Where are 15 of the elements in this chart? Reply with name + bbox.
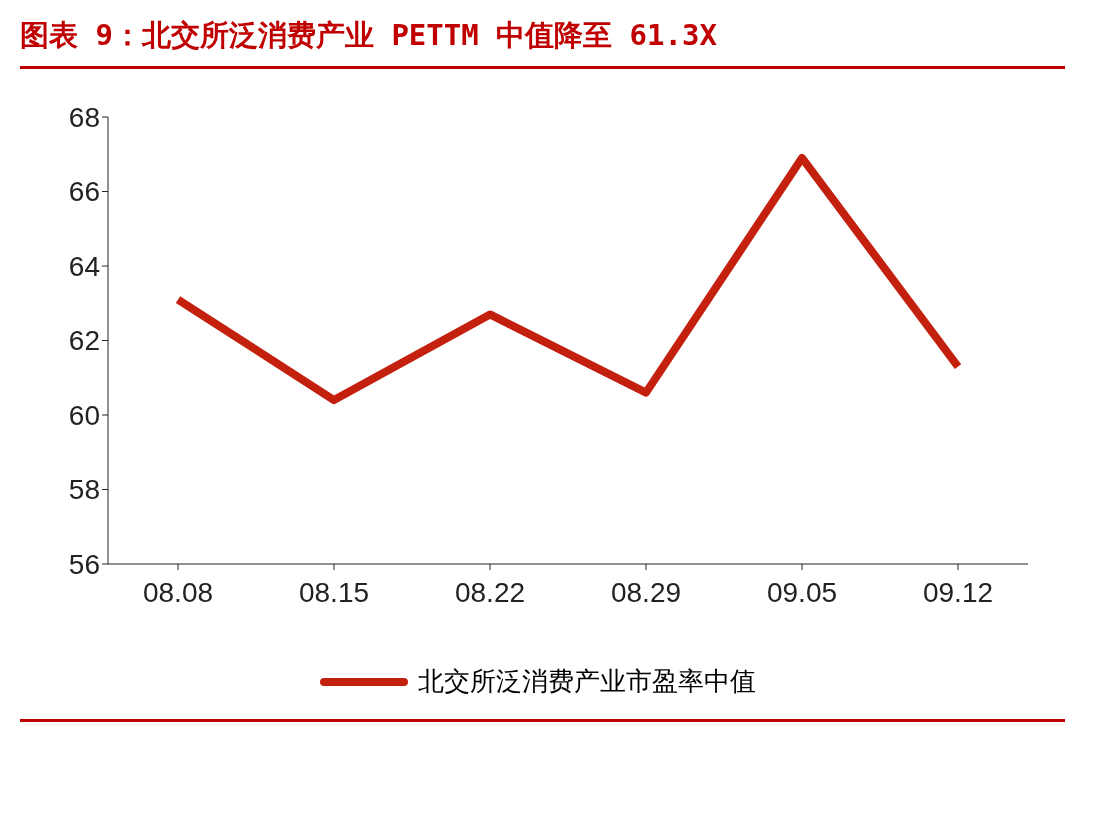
y-tick-label: 66: [68, 176, 100, 208]
x-tick-label: 08.29: [610, 576, 682, 608]
y-tick-label: 64: [68, 250, 100, 282]
x-tick-label: 08.08: [142, 576, 214, 608]
y-tick-label: 56: [68, 548, 100, 580]
y-tick-label: 58: [68, 474, 100, 506]
x-tick-label: 08.15: [298, 576, 370, 608]
x-tick-label: 09.12: [922, 576, 994, 608]
chart-title: 图表 9：北交所泛消费产业 PETTM 中值降至 61.3X: [19, 17, 718, 54]
x-tick-label: 09.05: [766, 576, 838, 608]
y-tick-label: 60: [68, 399, 100, 431]
y-tick-label: 68: [68, 101, 100, 133]
y-tick-label: 62: [68, 325, 100, 357]
x-tick-label: 08.22: [454, 576, 526, 608]
legend-label: 北交所泛消费产业市盈率中值: [418, 665, 756, 698]
